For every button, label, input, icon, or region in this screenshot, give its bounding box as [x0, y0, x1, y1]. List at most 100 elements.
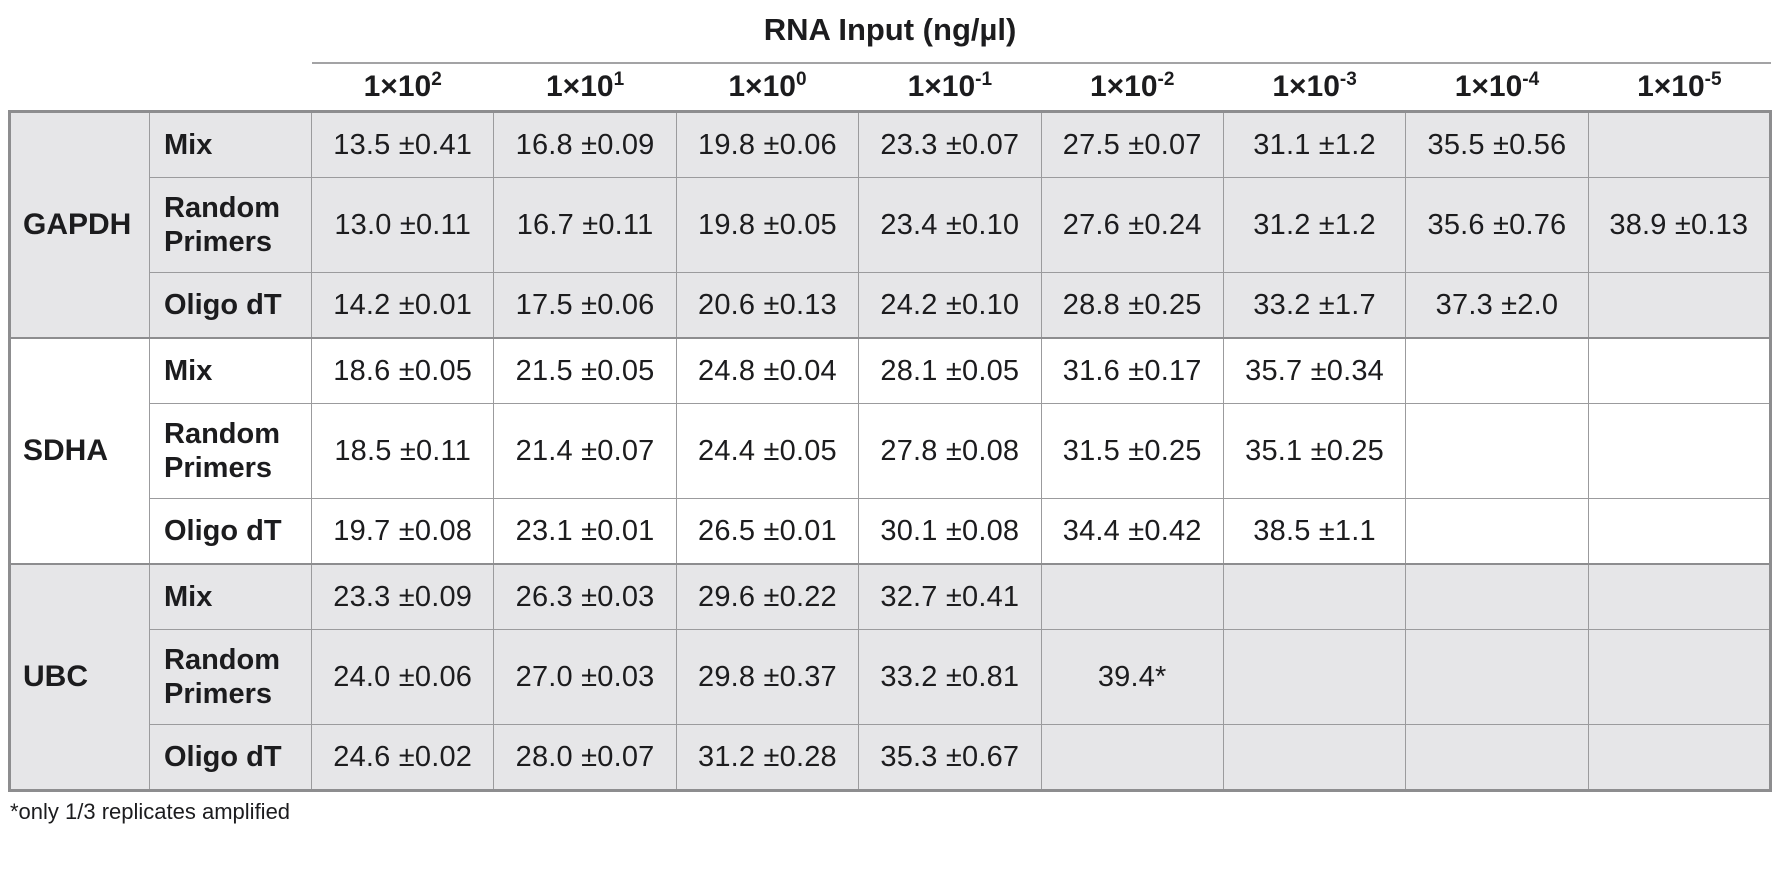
empty-cell — [1040, 724, 1224, 792]
value-cell: 23.1 ±0.01 — [493, 498, 677, 565]
table-header: RNA Input (ng/µl) 1×102 1×101 1×100 1×10-1 1… — [9, 4, 1771, 112]
primer-label: Random Primers — [149, 403, 312, 499]
value-cell: 24.4 ±0.05 — [675, 403, 860, 499]
value-cell: 33.2 ±0.81 — [858, 629, 1042, 725]
value-cell: 35.6 ±0.76 — [1405, 177, 1589, 273]
table-row: Oligo dT 24.6 ±0.02 28.0 ±0.07 31.2 ±0.28 35… — [10, 724, 1772, 792]
empty-cell — [1405, 337, 1589, 404]
primer-label: Oligo dT — [149, 272, 312, 339]
column-header: 1×10-4 — [1405, 63, 1589, 112]
table-title: RNA Input (ng/µl) — [9, 4, 1771, 62]
value-cell: 27.5 ±0.07 — [1040, 110, 1224, 178]
value-cell: 31.6 ±0.17 — [1040, 337, 1224, 404]
empty-cell — [1405, 724, 1589, 792]
value-cell: 16.7 ±0.11 — [493, 177, 677, 273]
column-header-exponent: -1 — [975, 69, 993, 90]
value-cell: 27.8 ±0.08 — [858, 403, 1042, 499]
value-cell: 23.4 ±0.10 — [858, 177, 1042, 273]
column-header-exponent: 1 — [613, 69, 625, 90]
value-cell: 27.0 ±0.03 — [493, 629, 677, 725]
empty-cell — [1405, 563, 1589, 630]
value-cell: 14.2 ±0.01 — [310, 272, 495, 339]
empty-cell — [1405, 498, 1589, 565]
value-cell: 13.0 ±0.11 — [310, 177, 495, 273]
value-cell: 31.1 ±1.2 — [1222, 110, 1407, 178]
empty-cell — [1587, 110, 1772, 178]
table-row: Random Primers 13.0 ±0.11 16.7 ±0.11 19.8 ±… — [10, 177, 1772, 273]
column-header-base: 1×10 — [1454, 70, 1523, 103]
primer-label: Random Primers — [149, 177, 312, 273]
column-header: 1×100 — [676, 63, 859, 112]
value-cell: 38.5 ±1.1 — [1222, 498, 1407, 565]
value-cell: 34.4 ±0.42 — [1040, 498, 1224, 565]
value-cell: 39.4* — [1040, 629, 1224, 725]
header-rule-spacer — [9, 62, 312, 63]
value-cell: 18.5 ±0.11 — [310, 403, 495, 499]
primer-label: Random Primers — [149, 629, 312, 725]
table-row: Oligo dT 14.2 ±0.01 17.5 ±0.06 20.6 ±0.13 24… — [10, 272, 1772, 339]
table-row: SDHA Mix 18.6 ±0.05 21.5 ±0.05 24.8 ±0.04 28.… — [9, 337, 1772, 565]
value-cell: 30.1 ±0.08 — [858, 498, 1042, 565]
empty-cell — [1222, 629, 1407, 725]
value-cell: 35.7 ±0.34 — [1222, 337, 1407, 404]
column-header: 1×10-5 — [1588, 63, 1771, 112]
table-row: Oligo dT 19.7 ±0.08 23.1 ±0.01 26.5 ±0.01 30… — [10, 498, 1772, 565]
column-header-base: 1×10 — [363, 70, 432, 103]
value-cell: 28.1 ±0.05 — [858, 337, 1042, 404]
gene-label: UBC — [9, 563, 150, 791]
column-header-exponent: -2 — [1157, 69, 1175, 90]
value-cell: 24.8 ±0.04 — [675, 337, 860, 404]
column-header: 1×10-1 — [858, 63, 1041, 112]
value-cell: 31.2 ±1.2 — [1222, 177, 1407, 273]
value-cell: 24.2 ±0.10 — [858, 272, 1042, 339]
column-header-base: 1×10 — [1089, 70, 1158, 103]
table-row: GAPDH Mix 13.5 ±0.41 16.8 ±0.09 19.8 ±0.06 23… — [9, 110, 1772, 339]
primer-label: Mix — [149, 110, 312, 178]
footnote: *only 1/3 replicates amplified — [10, 799, 291, 824]
value-cell: 20.6 ±0.13 — [675, 272, 860, 339]
value-cell: 28.8 ±0.25 — [1040, 272, 1224, 339]
value-cell: 19.8 ±0.06 — [675, 110, 860, 178]
value-cell: 24.0 ±0.06 — [310, 629, 495, 725]
value-cell: 37.3 ±2.0 — [1405, 272, 1589, 339]
value-cell: 29.8 ±0.37 — [675, 629, 860, 725]
gene-label: GAPDH — [9, 110, 150, 339]
value-cell: 26.3 ±0.03 — [493, 563, 677, 630]
value-cell: 35.5 ±0.56 — [1405, 110, 1589, 178]
column-header-base: 1×10 — [728, 70, 796, 103]
value-cell: 19.7 ±0.08 — [310, 498, 495, 565]
title-row: RNA Input (ng/µl) — [9, 4, 1771, 62]
value-cell: 38.9 ±0.13 — [1587, 177, 1772, 273]
column-header-exponent: -4 — [1522, 69, 1540, 90]
value-cell: 31.5 ±0.25 — [1040, 403, 1224, 499]
column-header-base: 1×10 — [1637, 70, 1705, 103]
column-header-base: 1×10 — [907, 70, 976, 103]
empty-cell — [1587, 629, 1772, 725]
column-header-base: 1×10 — [1272, 70, 1340, 103]
value-cell: 28.0 ±0.07 — [493, 724, 677, 792]
rna-input-table: RNA Input (ng/µl) 1×102 1×101 1×100 1×10-1 1… — [8, 4, 1772, 792]
column-header-exponent: 2 — [431, 69, 442, 90]
value-cell: 19.8 ±0.05 — [675, 177, 860, 273]
empty-cell — [1222, 724, 1407, 792]
empty-cell — [1405, 629, 1589, 725]
empty-cell — [1587, 724, 1772, 792]
table-row: Random Primers 24.0 ±0.06 27.0 ±0.03 29.8 ±… — [10, 629, 1772, 725]
primer-label: Mix — [149, 563, 312, 630]
value-cell: 27.6 ±0.24 — [1040, 177, 1224, 273]
empty-cell — [1040, 563, 1224, 630]
value-cell: 33.2 ±1.7 — [1222, 272, 1407, 339]
value-cell: 35.1 ±0.25 — [1222, 403, 1407, 499]
empty-cell — [1587, 337, 1772, 404]
value-cell: 17.5 ±0.06 — [493, 272, 677, 339]
value-cell: 21.5 ±0.05 — [493, 337, 677, 404]
value-cell: 24.6 ±0.02 — [310, 724, 495, 792]
table-body: GAPDH Mix 13.5 ±0.41 16.8 ±0.09 19.8 ±0.06 23… — [9, 110, 1772, 792]
empty-cell — [1587, 563, 1772, 630]
column-header-exponent: 0 — [795, 69, 807, 90]
value-cell: 23.3 ±0.09 — [310, 563, 495, 630]
column-header-exponent: -3 — [1339, 69, 1357, 90]
column-header-base: 1×10 — [545, 70, 614, 103]
table-row: Random Primers 18.5 ±0.11 21.4 ±0.07 24.4 ±… — [10, 403, 1772, 499]
column-header: 1×101 — [493, 63, 677, 112]
